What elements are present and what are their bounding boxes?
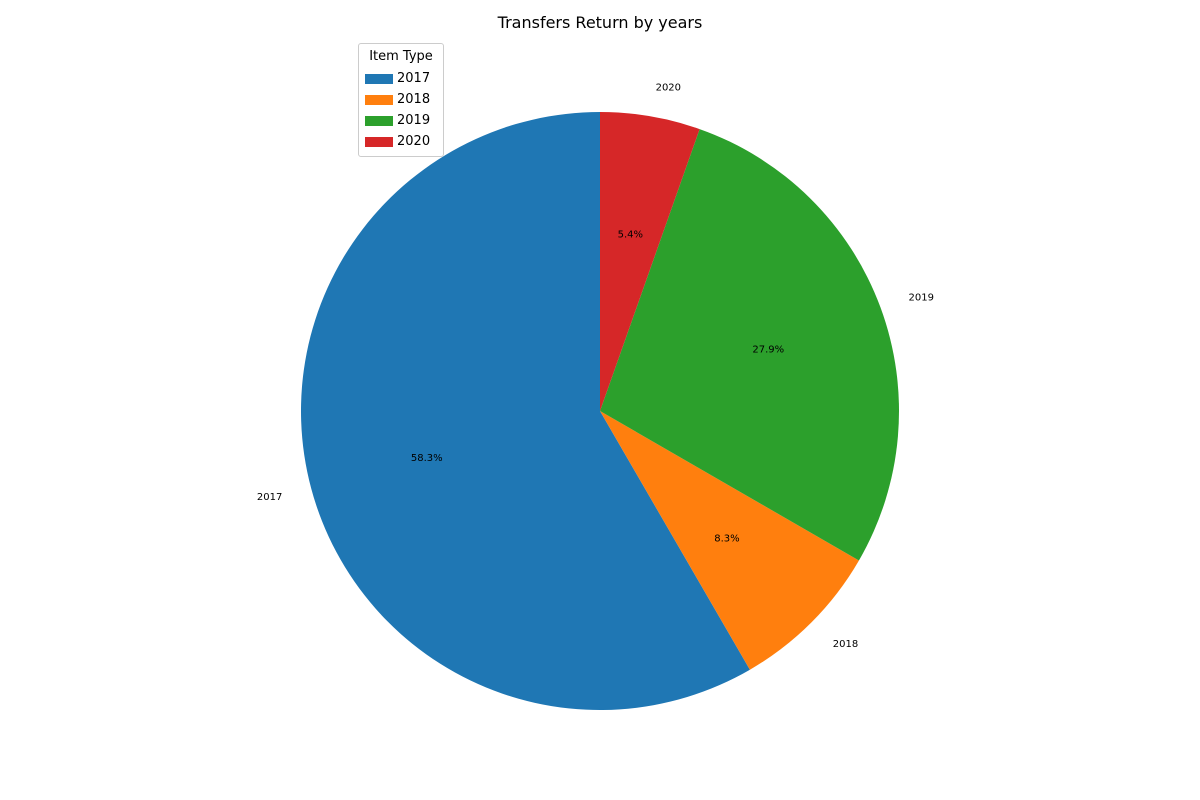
legend-label: 2018: [397, 92, 431, 107]
legend-label: 2017: [397, 71, 431, 86]
legend-item-2020: 2020: [365, 131, 437, 152]
slice-percent-2019: 27.9%: [752, 344, 784, 355]
slice-label-2018: 2018: [833, 639, 858, 650]
legend-swatch: [365, 94, 393, 105]
pie-slice-2017: [300, 112, 750, 710]
pie-slice-2020: [600, 112, 700, 411]
chart-title: Transfers Return by years: [497, 13, 703, 32]
legend: Item Type 2017 2018 2019 2020: [358, 43, 444, 157]
pie-slice-2018: [600, 411, 859, 670]
pie-slice-2019: [600, 129, 900, 561]
slice-percent-2020: 5.4%: [618, 230, 643, 241]
slice-label-2020: 2020: [656, 82, 681, 93]
legend-item-2018: 2018: [365, 89, 437, 110]
legend-swatch: [365, 115, 393, 126]
legend-swatch: [365, 136, 393, 147]
slice-label-2017: 2017: [257, 492, 282, 503]
legend-title: Item Type: [369, 49, 433, 64]
pie-labels: 2017 58.3% 2018 8.3% 2019 27.9% 2020 5.4%: [257, 82, 934, 650]
slice-label-2019: 2019: [909, 293, 934, 304]
legend-swatch: [365, 73, 393, 84]
pie-slices: [300, 112, 900, 710]
legend-label: 2019: [397, 113, 431, 128]
legend-label: 2020: [397, 134, 431, 149]
slice-percent-2018: 8.3%: [714, 533, 739, 544]
legend-items: 2017 2018 2019 2020: [365, 68, 437, 152]
legend-item-2017: 2017: [365, 68, 437, 89]
legend-item-2019: 2019: [365, 110, 437, 131]
slice-percent-2017: 58.3%: [411, 453, 443, 464]
